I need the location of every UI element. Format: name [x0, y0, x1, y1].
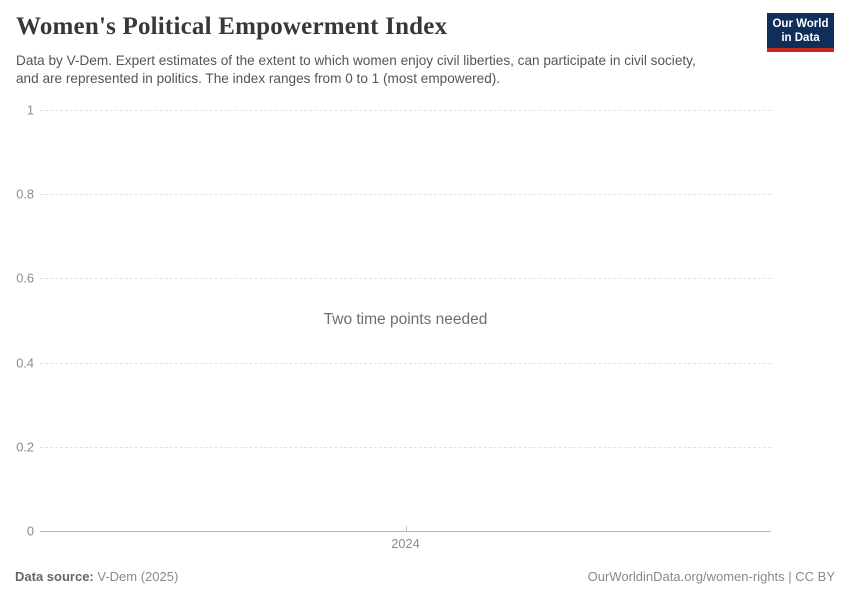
- gridline: [40, 446, 771, 448]
- gridline: [40, 194, 771, 196]
- chart-subtitle: Data by V-Dem. Expert estimates of the e…: [16, 53, 696, 86]
- owid-logo-line1: Our World: [772, 18, 829, 30]
- x-axis-line: [40, 531, 771, 532]
- y-axis-tick-label: 1: [26, 102, 34, 118]
- y-axis-tick-label: 0: [26, 523, 34, 539]
- empty-chart-message: Two time points needed: [323, 311, 488, 328]
- x-axis-tick-label: 2024: [391, 536, 420, 551]
- y-axis-tick-label: 0.8: [16, 186, 34, 202]
- y-axis-tick-label: 0.2: [16, 439, 34, 455]
- gridline: [40, 362, 771, 364]
- page-title: Women's Political Empowerment Index: [16, 13, 448, 40]
- data-source-note: Data source: V-Dem (2025): [15, 569, 178, 584]
- attribution-link[interactable]: OurWorldinData.org/women-rights | CC BY: [587, 569, 835, 584]
- y-axis-tick-label: 0.6: [16, 270, 34, 286]
- y-axis-tick-label: 0.4: [16, 355, 34, 371]
- gridline: [40, 278, 771, 280]
- gridline: [40, 110, 771, 111]
- owid-logo-line2: in Data: [781, 32, 820, 44]
- owid-logo[interactable]: Our World in Data: [767, 13, 834, 52]
- x-axis-tick-mark: [405, 526, 407, 531]
- data-source-value: V-Dem (2025): [97, 569, 179, 584]
- data-source-label: Data source:: [15, 569, 94, 584]
